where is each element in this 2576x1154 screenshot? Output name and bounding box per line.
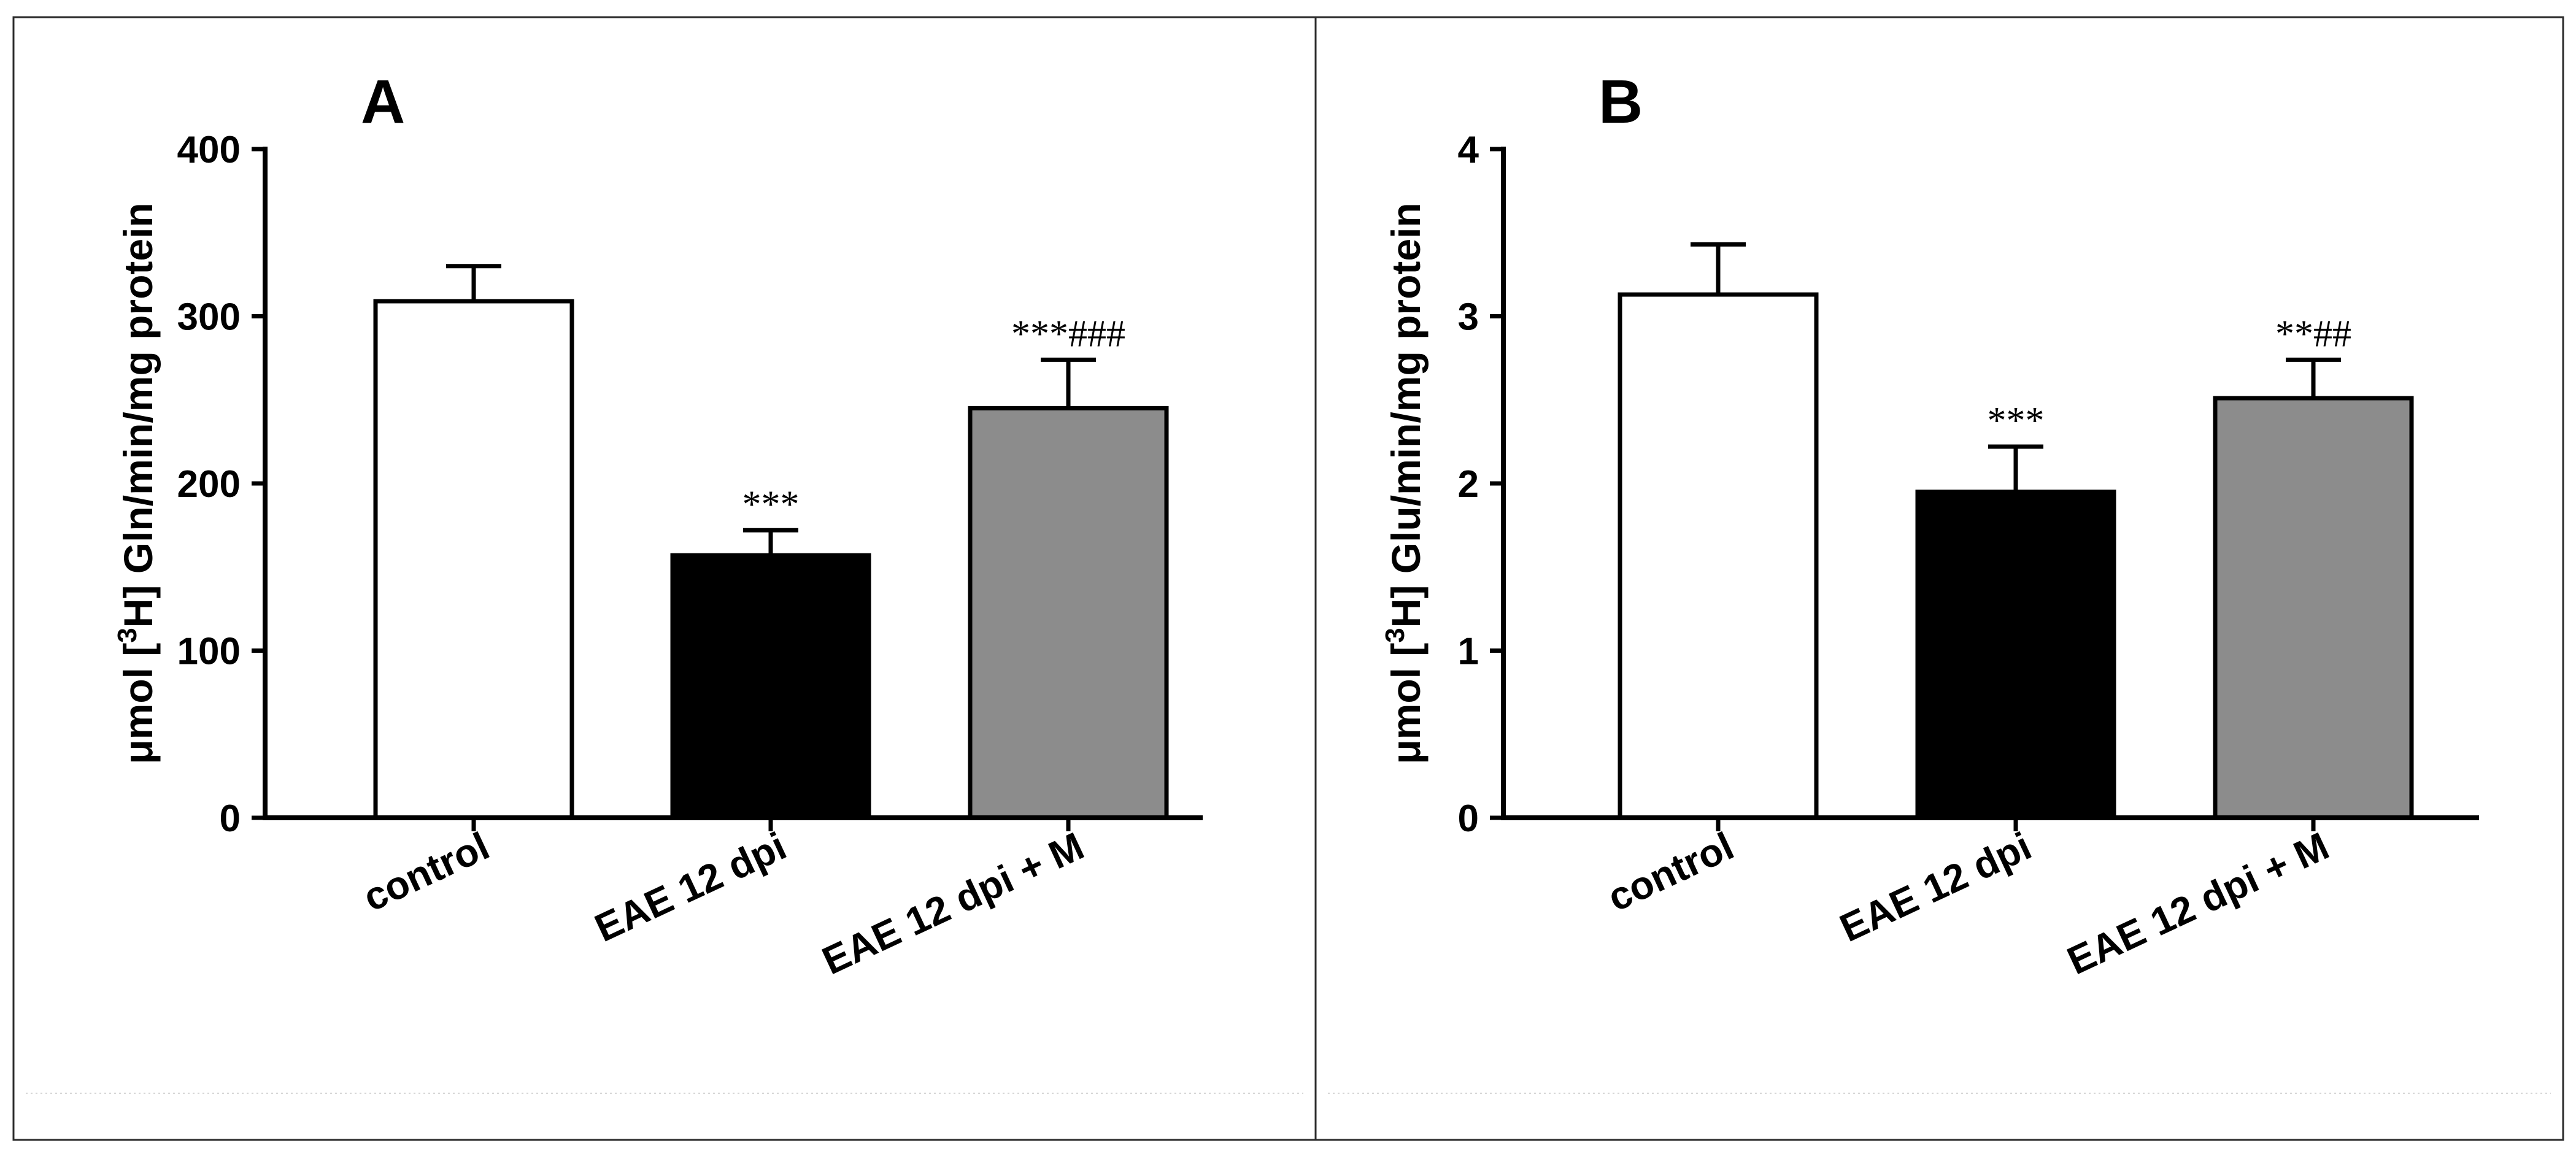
y-tick-label: 1 bbox=[1458, 631, 1479, 673]
bar-2 bbox=[1918, 492, 2114, 818]
y-axis-title-superscript: 3 bbox=[1380, 628, 1410, 642]
y-axis-title-part: H] Gln/min/mg protein bbox=[115, 202, 161, 628]
significance-label-3: **## bbox=[2275, 313, 2351, 355]
y-axis-title-superscript: 3 bbox=[112, 628, 142, 642]
y-axis-title: μmol [3H] Glu/min/mg protein bbox=[1380, 202, 1429, 764]
y-axis-title: μmol [3H] Gln/min/mg protein bbox=[112, 202, 161, 764]
panel-letter: A bbox=[361, 67, 405, 136]
bar-3 bbox=[2215, 398, 2412, 818]
panel-letter: B bbox=[1598, 67, 1643, 136]
bar-2 bbox=[673, 555, 869, 818]
y-tick-label: 0 bbox=[220, 798, 241, 840]
y-tick-label: 100 bbox=[177, 631, 241, 673]
y-axis-title-part: μmol [ bbox=[1383, 643, 1429, 764]
bar-1 bbox=[376, 301, 572, 818]
y-tick-label: 300 bbox=[177, 296, 241, 339]
significance-label-3: ***### bbox=[1011, 313, 1125, 355]
bar-1 bbox=[1620, 294, 1816, 818]
y-tick-label: 3 bbox=[1458, 296, 1479, 339]
y-tick-label: 0 bbox=[1458, 798, 1479, 840]
y-axis-title-part: μmol [ bbox=[115, 643, 161, 764]
figure: ******###0100200300400control EAE 12 dpi E… bbox=[0, 0, 2576, 1154]
y-axis-title-part: H] Glu/min/mg protein bbox=[1383, 202, 1429, 628]
y-tick-label: 4 bbox=[1458, 129, 1479, 171]
significance-label-2: *** bbox=[742, 483, 800, 525]
y-tick-label: 2 bbox=[1458, 463, 1479, 506]
y-tick-label: 200 bbox=[177, 463, 241, 506]
bar-3 bbox=[970, 408, 1167, 818]
significance-label-2: *** bbox=[1988, 400, 2045, 442]
y-tick-label: 400 bbox=[177, 129, 241, 171]
